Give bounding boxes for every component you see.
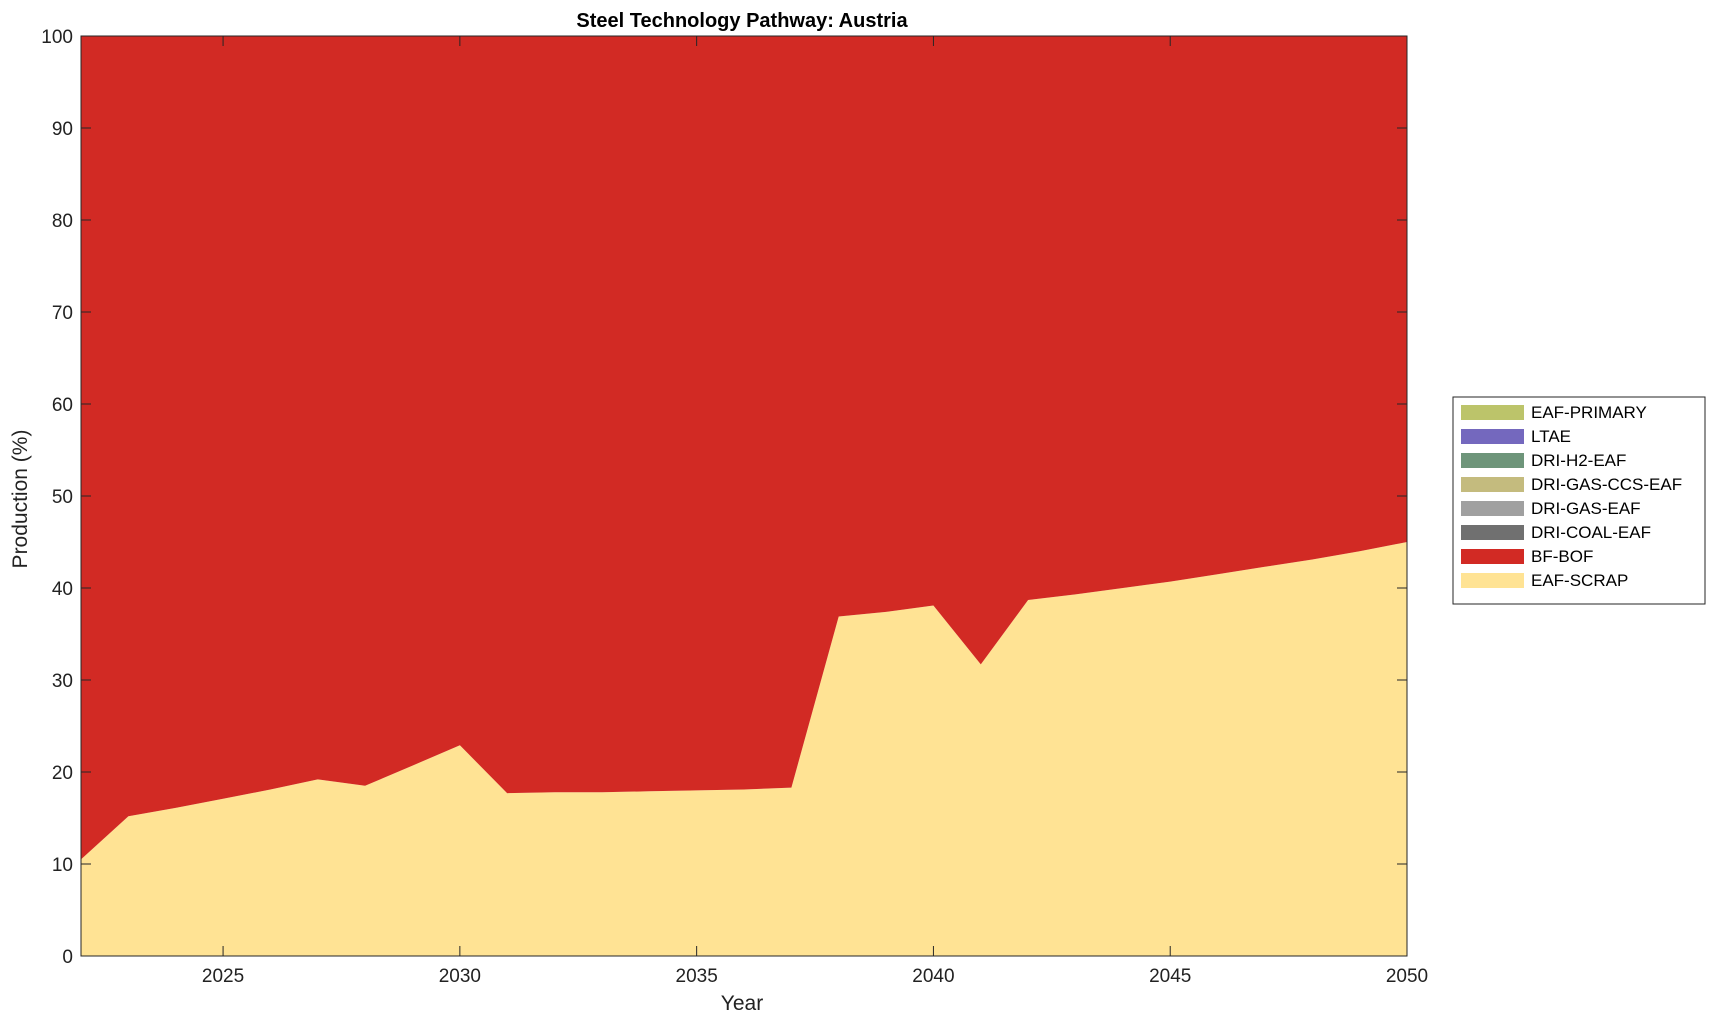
y-axis-title: Production (%) <box>9 430 32 569</box>
legend-label-dri-coal-eaf: DRI-COAL-EAF <box>1531 523 1651 542</box>
legend-label-dri-h2-eaf: DRI-H2-EAF <box>1531 451 1626 470</box>
y-tick-label: 50 <box>52 487 73 508</box>
y-tick-label: 90 <box>52 119 73 140</box>
area-eaf-scrap <box>81 542 1407 956</box>
x-axis-title: Year <box>721 992 763 1015</box>
y-tick-label: 0 <box>62 947 73 968</box>
legend-swatch-dri-gas-ccs-eaf <box>1461 477 1524 492</box>
y-tick-label: 30 <box>52 671 73 692</box>
legend-swatch-bf-bof <box>1461 549 1524 564</box>
legend-swatch-eaf-primary <box>1461 405 1524 420</box>
y-tick-label: 100 <box>41 27 73 48</box>
y-tick-label: 70 <box>52 303 73 324</box>
y-tick-label: 60 <box>52 395 73 416</box>
x-tick-label: 2040 <box>912 966 954 987</box>
legend-swatch-dri-coal-eaf <box>1461 525 1524 540</box>
legend-swatch-ltae <box>1461 429 1524 444</box>
chart-title: Steel Technology Pathway: Austria <box>576 10 908 32</box>
x-tick-label: 2045 <box>1149 966 1191 987</box>
area-bf-bof <box>81 36 1407 860</box>
y-tick-label: 10 <box>52 855 73 876</box>
x-tick-label: 2030 <box>439 966 481 987</box>
legend-label-eaf-scrap: EAF-SCRAP <box>1531 571 1628 590</box>
legend-swatch-eaf-scrap <box>1461 573 1524 588</box>
legend-label-dri-gas-eaf: DRI-GAS-EAF <box>1531 499 1641 518</box>
legend-swatch-dri-h2-eaf <box>1461 453 1524 468</box>
y-tick-label: 40 <box>52 579 73 600</box>
y-tick-label: 20 <box>52 763 73 784</box>
legend-swatch-dri-gas-eaf <box>1461 501 1524 516</box>
legend-label-ltae: LTAE <box>1531 427 1571 446</box>
x-tick-label: 2025 <box>202 966 244 987</box>
legend-label-eaf-primary: EAF-PRIMARY <box>1531 403 1647 422</box>
x-tick-label: 2035 <box>676 966 718 987</box>
axis-ticks: 2025 2030 2035 2040 2045 20500102030405060708… <box>41 27 1428 987</box>
y-tick-label: 80 <box>52 211 73 232</box>
x-tick-label: 2050 <box>1386 966 1428 987</box>
legend: EAF-PRIMARY LTAE DRI-H2-EAF DRI-GAS-CCS-EAF… <box>1452 396 1706 605</box>
area-layers <box>81 36 1407 956</box>
legend-label-dri-gas-ccs-eaf: DRI-GAS-CCS-EAF <box>1531 475 1682 494</box>
legend-label-bf-bof: BF-BOF <box>1531 547 1593 566</box>
